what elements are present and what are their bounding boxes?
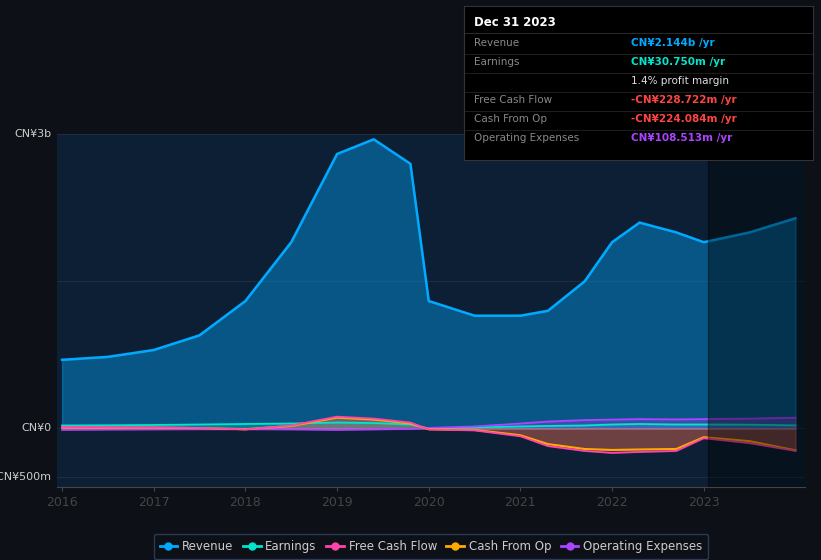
Text: Dec 31 2023: Dec 31 2023 — [475, 16, 556, 29]
Legend: Revenue, Earnings, Free Cash Flow, Cash From Op, Operating Expenses: Revenue, Earnings, Free Cash Flow, Cash … — [154, 534, 709, 559]
Text: Revenue: Revenue — [475, 38, 520, 48]
Text: CN¥0: CN¥0 — [21, 423, 51, 433]
Text: -CN¥500m: -CN¥500m — [0, 473, 51, 482]
Text: -CN¥224.084m /yr: -CN¥224.084m /yr — [631, 114, 737, 124]
Text: Cash From Op: Cash From Op — [475, 114, 548, 124]
Text: Operating Expenses: Operating Expenses — [475, 133, 580, 143]
Text: Earnings: Earnings — [475, 57, 520, 67]
Text: 1.4% profit margin: 1.4% profit margin — [631, 76, 729, 86]
Text: CN¥30.750m /yr: CN¥30.750m /yr — [631, 57, 726, 67]
Text: Free Cash Flow: Free Cash Flow — [475, 95, 553, 105]
Text: CN¥2.144b /yr: CN¥2.144b /yr — [631, 38, 715, 48]
Text: CN¥3b: CN¥3b — [14, 129, 51, 139]
Text: CN¥108.513m /yr: CN¥108.513m /yr — [631, 133, 732, 143]
Bar — [709, 134, 810, 487]
Text: -CN¥228.722m /yr: -CN¥228.722m /yr — [631, 95, 737, 105]
